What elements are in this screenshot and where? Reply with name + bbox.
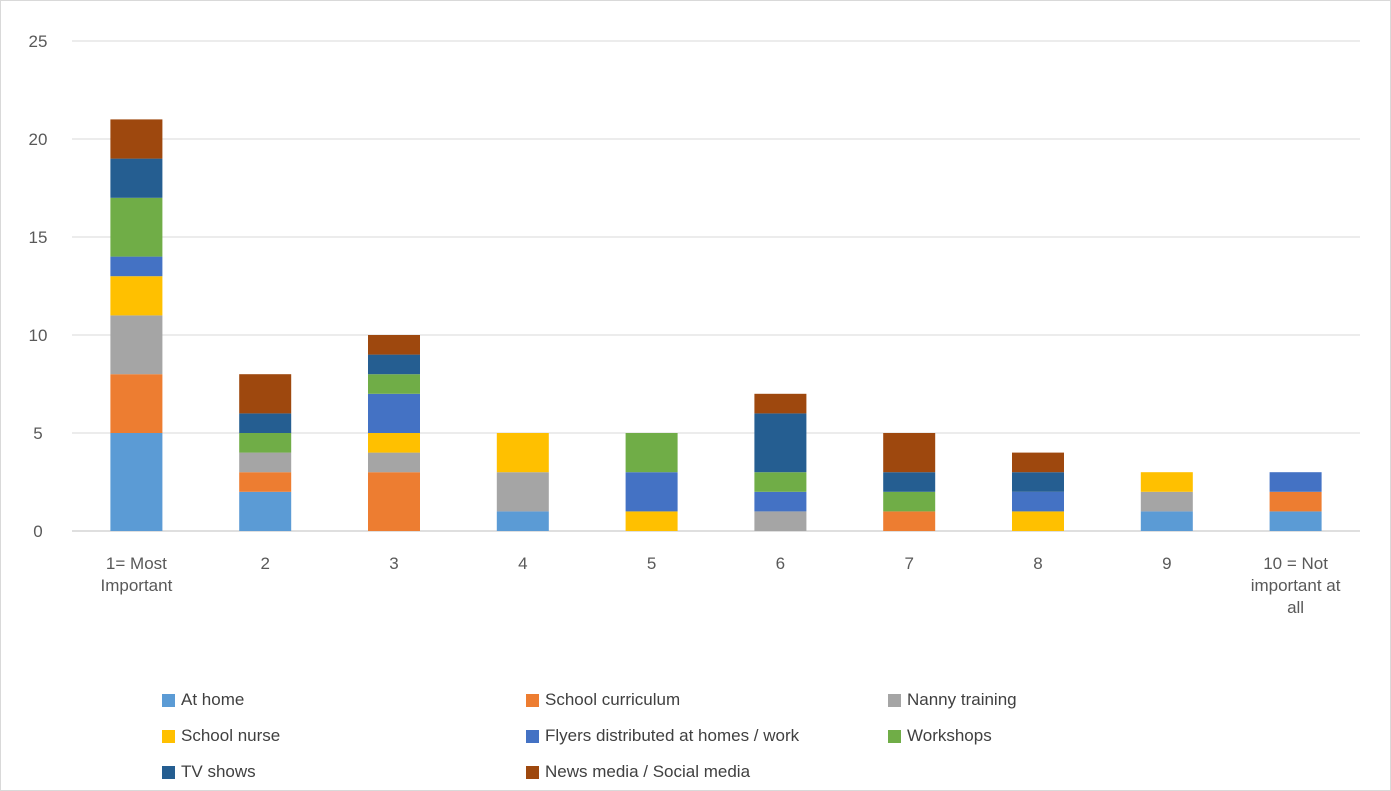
bar-segment xyxy=(368,452,420,473)
bar-segment xyxy=(1012,472,1064,492)
bar-segment xyxy=(110,197,163,257)
bar-segment xyxy=(1012,491,1064,512)
y-tick-label: 20 xyxy=(29,130,48,149)
bar-segment xyxy=(239,433,292,453)
bar-segment xyxy=(239,452,292,473)
bar-segment xyxy=(1140,491,1193,512)
y-tick-label: 15 xyxy=(29,228,48,247)
bar-segment xyxy=(110,276,163,316)
x-tick-label: 6 xyxy=(776,554,785,573)
bar-segment xyxy=(368,433,420,453)
bar-stack xyxy=(1012,452,1064,531)
bar-segment xyxy=(1269,491,1322,512)
bar-segment xyxy=(368,335,420,355)
x-tick-label: 4 xyxy=(518,554,527,573)
bar-stack xyxy=(110,119,163,531)
bar-segment xyxy=(368,393,420,433)
bar-segment xyxy=(110,158,163,198)
bar-segment xyxy=(496,472,549,512)
bar-segment xyxy=(239,491,292,531)
bar-segment xyxy=(110,256,163,277)
y-axis-ticks: 0 5 10 15 20 25 xyxy=(29,32,48,541)
x-tick-label: 8 xyxy=(1033,554,1042,573)
x-tick-label: 3 xyxy=(389,554,398,573)
y-tick-label: 10 xyxy=(29,326,48,345)
bar-segment xyxy=(496,511,549,531)
bar-stack xyxy=(754,393,807,531)
x-tick-label: 9 xyxy=(1162,554,1171,573)
bar-segment xyxy=(239,413,292,433)
bar-segment xyxy=(239,374,292,414)
x-tick-label: 1= Most Important xyxy=(100,554,172,595)
bar-segment xyxy=(625,511,678,531)
bar-segment xyxy=(754,491,807,512)
bar-stack xyxy=(239,374,292,531)
bar-segment xyxy=(239,472,292,492)
bar-stack xyxy=(368,335,420,531)
bar-segment xyxy=(1012,452,1064,473)
x-tick-label: 7 xyxy=(904,554,913,573)
x-tick-label: 10 = Not important at all xyxy=(1251,554,1341,617)
y-tick-label: 0 xyxy=(33,522,42,541)
bar-segment xyxy=(496,433,549,473)
bar-segment xyxy=(368,374,420,394)
bar-segment xyxy=(110,374,163,433)
bar-stack xyxy=(1269,472,1322,531)
bar-segment xyxy=(368,472,420,531)
bar-segment xyxy=(1140,511,1193,531)
bar-segment xyxy=(625,472,678,512)
bar-segment xyxy=(883,511,936,531)
x-tick-label: 5 xyxy=(647,554,656,573)
bar-stack xyxy=(883,433,936,531)
bar-stack xyxy=(1140,472,1193,531)
x-tick-label: 2 xyxy=(260,554,269,573)
y-tick-label: 5 xyxy=(33,424,42,443)
bar-segment xyxy=(754,511,807,531)
bar-segment xyxy=(754,472,807,492)
y-tick-label: 25 xyxy=(29,32,48,51)
bar-segment xyxy=(1269,511,1322,531)
bar-segment xyxy=(883,433,936,473)
bar-segment xyxy=(1140,472,1193,492)
x-axis-ticks: 1= Most Important 2 3 4 5 6 7 8 9 10 = Not importan… xyxy=(100,554,1340,617)
bar-segment xyxy=(1012,511,1064,531)
bar-segment xyxy=(883,491,936,512)
bar-stack xyxy=(496,433,549,531)
bar-segment xyxy=(110,433,163,531)
bar-segment xyxy=(1269,472,1322,492)
bar-segment xyxy=(110,315,163,375)
bar-segment xyxy=(754,393,807,414)
bar-segment xyxy=(754,413,807,473)
bar-stack xyxy=(625,433,678,531)
bar-segment xyxy=(883,472,936,492)
bar-segment xyxy=(110,119,163,159)
bar-segment xyxy=(625,433,678,473)
bar-stacks xyxy=(110,119,1322,531)
bar-segment xyxy=(368,354,420,375)
